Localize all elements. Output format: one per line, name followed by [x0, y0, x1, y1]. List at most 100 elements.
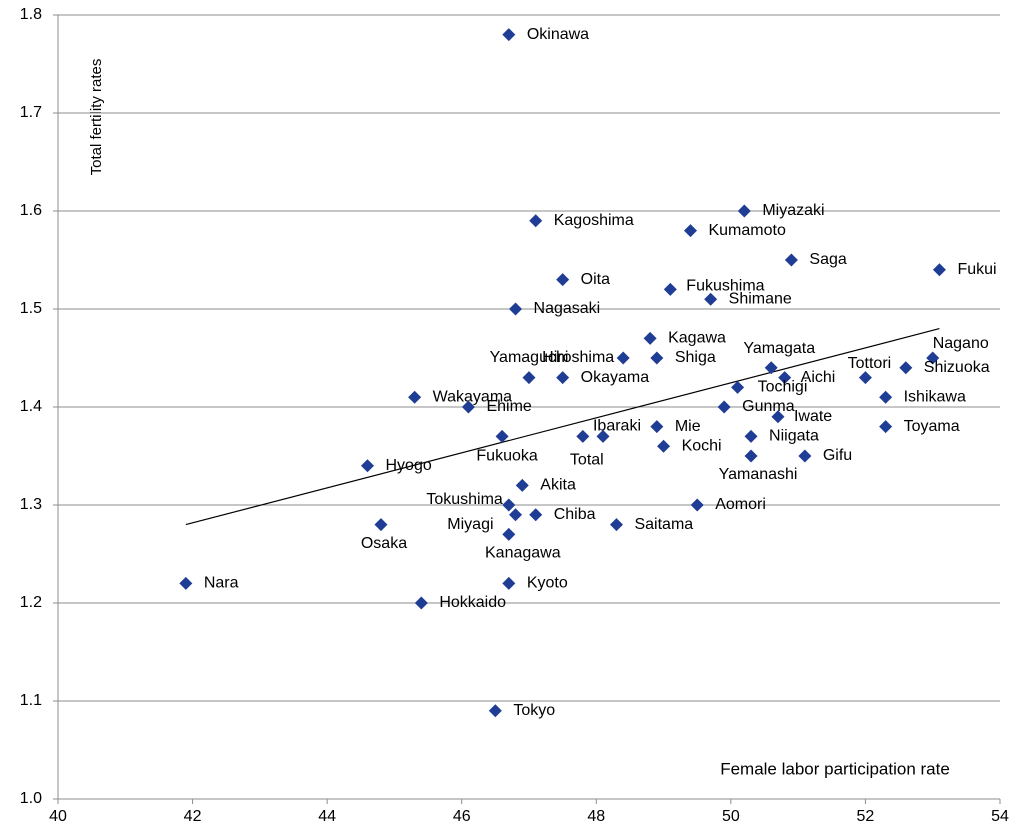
point [488, 704, 502, 718]
point [529, 508, 543, 522]
y-axis-label: Total fertility rates [88, 59, 105, 176]
point [609, 518, 623, 532]
point [361, 459, 375, 473]
point-label: Akita [540, 477, 576, 494]
point [556, 273, 570, 287]
point [690, 498, 704, 512]
point [932, 263, 946, 277]
point-label: Fukui [957, 261, 996, 278]
point [704, 292, 718, 306]
point [461, 400, 475, 414]
trend-line [185, 328, 940, 526]
point [663, 282, 677, 296]
point-label: Hiroshima [542, 349, 614, 366]
point-label: Gifu [823, 447, 852, 464]
point [414, 596, 428, 610]
point-label: Nagano [933, 335, 989, 352]
y-tick-label: 1.0 [20, 790, 42, 807]
point-label: Wakayama [433, 388, 513, 405]
point [556, 371, 570, 385]
point-label: Ishikawa [904, 388, 966, 405]
point-label: Hokkaido [439, 594, 506, 611]
point [778, 371, 792, 385]
point-label: Okayama [581, 369, 650, 386]
y-tick-label: 1.2 [20, 594, 42, 611]
point [771, 410, 785, 424]
point-label: Total [570, 452, 604, 469]
point-label: Ehime [486, 398, 531, 415]
point [515, 478, 529, 492]
point [650, 420, 664, 434]
point [926, 351, 940, 365]
x-tick-label: 44 [318, 808, 336, 825]
point-label: Tochigi [758, 379, 808, 396]
point-label: Kagoshima [554, 212, 634, 229]
point [502, 498, 516, 512]
point-label: Osaka [361, 535, 407, 552]
point-label: Miyagi [447, 516, 493, 533]
point-label: Yamaguchi [490, 349, 569, 366]
point [683, 224, 697, 238]
point-label: Nagasaki [534, 300, 601, 317]
x-tick-label: 40 [49, 808, 67, 825]
point-label: Chiba [554, 506, 596, 523]
point [374, 518, 388, 532]
point-label: Kyoto [527, 575, 568, 592]
point-label: Shizuoka [924, 359, 990, 376]
point [717, 400, 731, 414]
point-label: Tokyo [513, 702, 555, 719]
point-label: Kumamoto [708, 222, 785, 239]
point [879, 420, 893, 434]
point [744, 429, 758, 443]
point-label: Yamanashi [719, 466, 798, 483]
point-label: Miyazaki [762, 202, 824, 219]
point [596, 429, 610, 443]
point [731, 380, 745, 394]
point-label: Tottori [848, 355, 892, 372]
point-label: Yamagata [743, 340, 815, 357]
y-tick-label: 1.6 [20, 202, 42, 219]
point-label: Ibaraki [593, 418, 641, 435]
y-tick-label: 1.5 [20, 300, 42, 317]
y-tick-label: 1.7 [20, 104, 42, 121]
point [179, 576, 193, 590]
point [657, 439, 671, 453]
point-label: Gunma [742, 398, 795, 415]
point-label: Kagawa [668, 330, 726, 347]
point [522, 371, 536, 385]
point [643, 331, 657, 345]
point [502, 28, 516, 42]
point-label: Iwate [794, 408, 832, 425]
y-tick-label: 1.3 [20, 496, 42, 513]
point [899, 361, 913, 375]
point [495, 429, 509, 443]
point-label: Kochi [682, 437, 722, 454]
x-tick-label: 52 [857, 808, 875, 825]
point-label: Okinawa [527, 26, 589, 43]
x-tick-label: 54 [991, 808, 1009, 825]
point-label: Saitama [634, 516, 693, 533]
point-label: Kanagawa [485, 545, 561, 562]
x-tick-label: 42 [184, 808, 202, 825]
point-label: Nara [204, 575, 239, 592]
x-tick-label: 46 [453, 808, 471, 825]
point-label: Toyama [904, 418, 960, 435]
point-label: Oita [581, 271, 610, 288]
y-tick-label: 1.1 [20, 692, 42, 709]
point [650, 351, 664, 365]
point-label: Hyogo [386, 457, 432, 474]
point-label: Aomori [715, 496, 766, 513]
point [509, 302, 523, 316]
point [502, 527, 516, 541]
point [784, 253, 798, 267]
point [764, 361, 778, 375]
point-label: Niigata [769, 428, 819, 445]
point [737, 204, 751, 218]
point-label: Aichi [801, 369, 836, 386]
point [798, 449, 812, 463]
x-axis-label: Female labor participation rate [720, 759, 950, 778]
point [744, 449, 758, 463]
point [529, 214, 543, 228]
x-tick-label: 50 [722, 808, 740, 825]
point-label: Mie [675, 418, 701, 435]
